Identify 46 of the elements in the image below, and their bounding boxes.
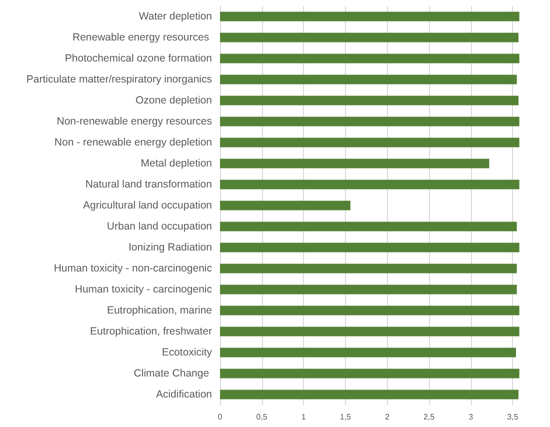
bar [220,368,520,378]
bar [220,180,520,190]
x-tick-label: 0 [218,412,223,422]
y-tick-label: Metal depletion [140,158,212,170]
bar [220,348,516,358]
bar [220,326,520,336]
bar [220,158,490,168]
y-tick-label: Human toxicity - carcinogenic [74,284,212,296]
y-tick-label: Non - renewable energy depletion [54,136,212,148]
y-tick-label: Ionizing Radiation [128,242,212,254]
bar [220,200,350,210]
x-tick-label: 3 [468,412,474,422]
bar [220,390,518,400]
bar [220,284,517,294]
x-tick-label: 0,5 [256,412,268,422]
bar [220,222,517,232]
y-tick-label: Photochemical ozone formation [64,52,212,64]
y-tick-label: Eutrophication, marine [106,304,212,316]
bar [220,74,517,84]
bar [220,264,517,274]
bar [220,12,520,22]
x-tick-label: 2 [384,412,390,422]
y-tick-label: Particulate matter/respiratory inorganics [26,74,212,86]
x-tick-label: 1,5 [340,412,352,422]
bar [220,116,520,126]
y-tick-label: Ecotoxicity [162,346,213,358]
y-tick-label: Agricultural land occupation [83,200,212,212]
y-tick-label: Non-renewable energy resources [56,116,212,128]
y-tick-label: Acidification [156,388,212,400]
bar [220,96,518,106]
y-tick-label: Natural land transformation [85,178,212,190]
x-tick-label: 2,5 [423,412,436,422]
bar [220,138,520,148]
y-tick-label: Eutrophication, freshwater [90,326,212,338]
bar [220,32,518,42]
x-tick-label: 1 [301,412,306,422]
x-tick-label: 3,5 [507,412,519,422]
y-tick-label: Human toxicity - non-carcinogenic [54,262,212,274]
y-tick-label: Renewable energy resources [72,32,212,44]
bar [220,242,520,252]
y-tick-label: Climate Change [134,368,212,380]
y-tick-label: Water depletion [138,10,212,22]
bar [220,306,520,316]
y-tick-label: Ozone depletion [136,94,212,106]
bar [220,54,520,64]
y-tick-label: Urban land occupation [106,220,212,232]
